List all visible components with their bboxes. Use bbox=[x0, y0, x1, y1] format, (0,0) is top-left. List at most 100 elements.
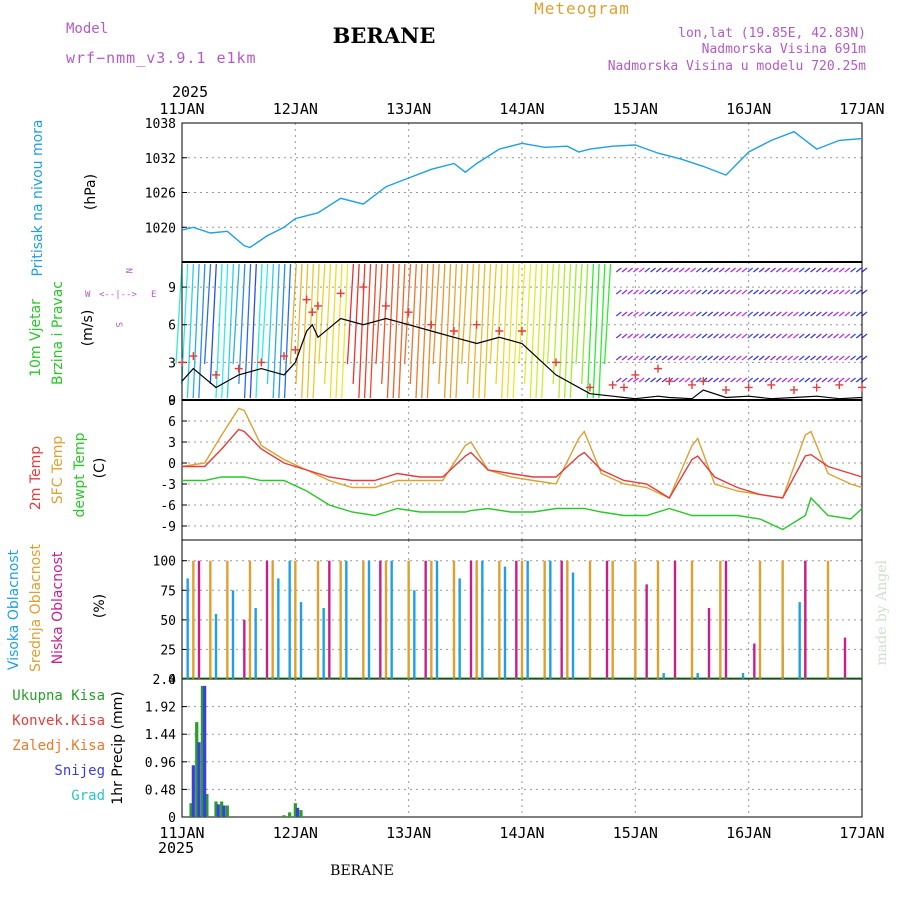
wind-arrow bbox=[592, 263, 600, 399]
top-date-label: 12JAN bbox=[273, 100, 318, 118]
top-date-label: 16JAN bbox=[726, 100, 771, 118]
clouds-ytick-label: 25 bbox=[160, 643, 176, 658]
wind-arrow bbox=[615, 289, 622, 295]
wind-arrow bbox=[673, 333, 679, 339]
mid-cloud-bar bbox=[588, 560, 592, 679]
wind-arrow-field bbox=[175, 263, 868, 399]
wind-arrow bbox=[718, 267, 725, 273]
bottom-date-label: 12JAN bbox=[273, 824, 318, 842]
precip-ytick-label: 1.92 bbox=[145, 701, 176, 716]
gust-marker bbox=[767, 380, 776, 389]
wind-arrow bbox=[386, 263, 395, 399]
wind-arrow bbox=[758, 289, 765, 295]
wind-arrow bbox=[650, 311, 656, 317]
wind-ylabel2: Brzina i Pravac bbox=[50, 281, 66, 385]
temp-unit: (C) bbox=[92, 458, 108, 479]
clouds-ytick-label: 100 bbox=[153, 555, 176, 570]
bottom-date-label: 15JAN bbox=[613, 824, 658, 842]
mid-cloud-bar bbox=[407, 560, 410, 679]
wind-arrow bbox=[209, 263, 217, 385]
wind-arrow bbox=[770, 289, 776, 295]
wind-arrow bbox=[793, 289, 799, 295]
wind-arrow bbox=[644, 289, 651, 295]
gust-marker bbox=[518, 327, 526, 335]
wind-arrow bbox=[730, 289, 736, 295]
temperature-ytick-label: -6 bbox=[160, 499, 176, 514]
wind-arrow bbox=[810, 267, 816, 273]
precip-frame bbox=[181, 678, 863, 818]
wind-arrow bbox=[850, 289, 856, 295]
meteogram-title: Meteogram bbox=[534, 0, 630, 18]
wind-arrow bbox=[861, 311, 868, 317]
wind-arrow bbox=[844, 377, 851, 383]
wind-arrow bbox=[815, 377, 822, 383]
wind-arrow bbox=[615, 311, 622, 317]
wind-arrow bbox=[735, 377, 742, 383]
precip-ytick-label: 2.4 bbox=[153, 673, 177, 688]
low-cloud-bar bbox=[424, 560, 427, 679]
wind-arrow bbox=[804, 355, 811, 361]
precip-snow-label: Snijeg bbox=[54, 763, 105, 779]
wind-arrow bbox=[678, 377, 685, 383]
wind-arrow bbox=[655, 289, 662, 295]
wind-arrow bbox=[226, 263, 235, 399]
wind-arrow bbox=[392, 263, 400, 399]
wind-arrow bbox=[684, 355, 691, 361]
gust-marker bbox=[586, 383, 594, 392]
wind-arrow bbox=[661, 377, 668, 383]
wind-arrow bbox=[655, 311, 662, 317]
dewpt-ylabel: dewpt Temp bbox=[72, 432, 88, 517]
wind-arrow bbox=[621, 311, 628, 317]
wind-arrow bbox=[181, 263, 189, 385]
mid-cloud-bar bbox=[634, 560, 637, 679]
dewpt-line bbox=[182, 476, 863, 531]
wind-arrow bbox=[850, 377, 856, 383]
wind-arrow bbox=[815, 289, 822, 295]
wind-arrow bbox=[186, 263, 195, 399]
wind-arrow bbox=[650, 333, 656, 339]
wind-arrow bbox=[266, 263, 275, 385]
wind-arrow bbox=[735, 311, 742, 317]
year-top: 2025 bbox=[172, 83, 208, 101]
wind-speed-line bbox=[181, 317, 863, 400]
wind-arrow bbox=[815, 267, 822, 273]
compass-arrows: <--|--> bbox=[99, 290, 138, 300]
wind-arrow bbox=[815, 355, 822, 361]
wind-arrow bbox=[363, 263, 372, 399]
wind-arrow bbox=[690, 333, 696, 339]
gust-marker bbox=[858, 383, 866, 392]
wind-arrow bbox=[815, 311, 822, 317]
top-date-label: 14JAN bbox=[499, 100, 544, 118]
wind-arrow bbox=[684, 289, 691, 295]
high-cloud-bar bbox=[367, 560, 371, 679]
mid-cloud-bar bbox=[781, 560, 784, 679]
total-precip-bar bbox=[299, 810, 303, 817]
mid-cloud-bar bbox=[758, 560, 762, 679]
wind-arrow bbox=[718, 333, 725, 339]
wind-arrow bbox=[221, 263, 229, 399]
wind-arrow bbox=[523, 263, 532, 385]
gust-marker bbox=[189, 352, 198, 361]
wind-arrow bbox=[844, 333, 851, 339]
wind-arrow bbox=[707, 267, 714, 273]
pressure-line bbox=[181, 130, 863, 249]
gust-marker bbox=[257, 358, 266, 367]
wind-arrow bbox=[713, 377, 719, 383]
wind-arrow bbox=[724, 377, 731, 383]
wind-arrow bbox=[775, 333, 782, 339]
wind-arrow bbox=[724, 311, 731, 317]
snow-precip-bar bbox=[296, 807, 300, 817]
wind-arrow bbox=[764, 333, 771, 339]
wind-arrow bbox=[650, 355, 656, 361]
wind-arrow bbox=[747, 377, 754, 383]
wind-arrow bbox=[621, 333, 628, 339]
wind-arrow bbox=[798, 355, 805, 361]
wind-arrow bbox=[615, 267, 622, 273]
wind-arrow bbox=[638, 333, 645, 339]
wind-arrow bbox=[707, 311, 714, 317]
gust-marker bbox=[212, 370, 220, 379]
wind-arrow bbox=[655, 377, 662, 383]
wind-arrow bbox=[495, 263, 503, 385]
wind-arrow bbox=[638, 311, 645, 317]
gust-marker bbox=[291, 345, 300, 354]
